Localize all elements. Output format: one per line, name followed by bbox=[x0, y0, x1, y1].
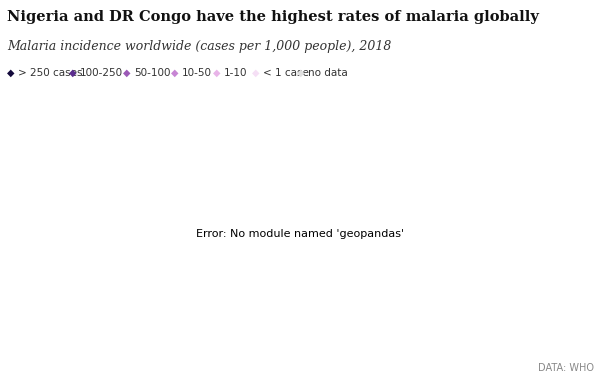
Text: ◆: ◆ bbox=[213, 68, 221, 78]
Text: 50-100: 50-100 bbox=[134, 68, 170, 78]
Text: Malaria incidence worldwide (cases per 1,000 people), 2018: Malaria incidence worldwide (cases per 1… bbox=[7, 40, 392, 53]
Text: ◆: ◆ bbox=[123, 68, 131, 78]
Text: DATA: WHO: DATA: WHO bbox=[538, 363, 594, 373]
Text: > 250 cases: > 250 cases bbox=[18, 68, 83, 78]
Text: no data: no data bbox=[308, 68, 347, 78]
Text: ◆: ◆ bbox=[171, 68, 179, 78]
Text: ◆: ◆ bbox=[297, 68, 305, 78]
Text: 1-10: 1-10 bbox=[224, 68, 247, 78]
Text: ◆: ◆ bbox=[7, 68, 14, 78]
Text: Error: No module named 'geopandas': Error: No module named 'geopandas' bbox=[196, 229, 404, 239]
Text: 100-250: 100-250 bbox=[80, 68, 123, 78]
Text: ◆: ◆ bbox=[69, 68, 77, 78]
Text: < 1 case: < 1 case bbox=[263, 68, 308, 78]
Text: 10-50: 10-50 bbox=[182, 68, 212, 78]
Text: Nigeria and DR Congo have the highest rates of malaria globally: Nigeria and DR Congo have the highest ra… bbox=[7, 10, 539, 24]
Text: ◆: ◆ bbox=[252, 68, 260, 78]
